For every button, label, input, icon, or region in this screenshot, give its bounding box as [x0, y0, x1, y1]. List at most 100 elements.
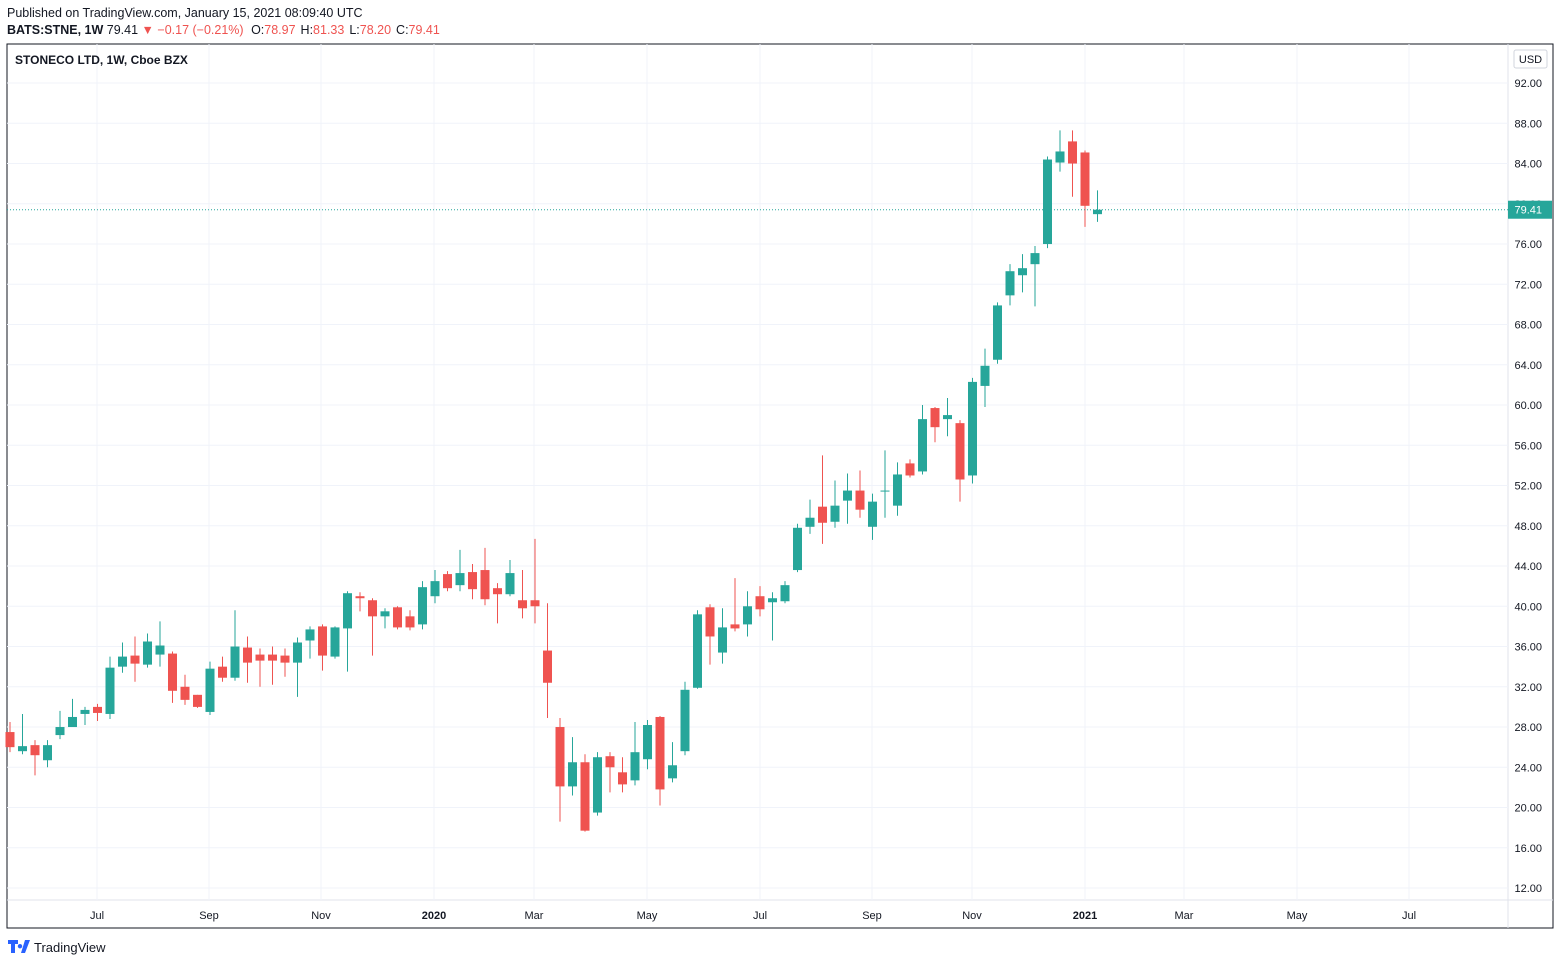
candle-body	[318, 626, 327, 656]
candle-body	[430, 581, 440, 597]
symbol: BATS:STNE, 1W	[7, 23, 103, 37]
last-price-box	[1508, 200, 1552, 219]
x-tick-label: Nov	[311, 910, 331, 922]
candle-body	[243, 647, 252, 663]
arrow: ▼	[142, 23, 154, 37]
x-tick-label: Nov	[962, 910, 982, 922]
candle-body	[405, 616, 415, 628]
candle-body	[955, 423, 965, 480]
candle-body	[1018, 268, 1027, 276]
candle-body	[580, 762, 590, 831]
x-tick-label: Mar	[1175, 910, 1194, 922]
candle-body	[605, 756, 615, 768]
y-tick-label: 92.00	[1514, 78, 1542, 90]
candle-body	[868, 501, 877, 527]
y-tick-label: 88.00	[1514, 118, 1542, 130]
symbol-header: BATS:STNE, 1W 79.41 ▼ −0.17 (−0.21%) O:7…	[7, 23, 440, 37]
x-tick-label: Jul	[1402, 910, 1416, 922]
candle-body	[805, 517, 815, 527]
candle-body	[768, 598, 777, 603]
candle-body	[143, 641, 152, 665]
candle-body	[368, 600, 377, 617]
candle-body	[218, 666, 227, 678]
y-tick-label: 68.00	[1514, 320, 1542, 332]
ohlc-label: O:	[251, 23, 264, 37]
candle-body	[918, 419, 927, 472]
candle-body	[168, 653, 177, 691]
candle-body	[655, 716, 665, 790]
candle-body	[755, 596, 765, 610]
candle-body	[743, 606, 752, 625]
candle-body	[643, 725, 652, 760]
candle-body	[1030, 253, 1040, 265]
candle-body	[693, 614, 702, 688]
candle-body	[280, 655, 290, 663]
candle-body	[418, 587, 427, 625]
grid	[7, 44, 1508, 900]
candles	[5, 130, 1102, 832]
candle-body	[855, 490, 865, 510]
candle-body	[993, 305, 1002, 360]
candle-body	[255, 654, 265, 661]
candle-body	[1043, 159, 1052, 245]
candle-body	[118, 656, 127, 667]
candle-body	[680, 689, 690, 752]
y-tick-label: 20.00	[1514, 803, 1542, 815]
y-tick-label: 56.00	[1514, 440, 1542, 452]
candle-body	[730, 624, 740, 629]
y-tick-label: 40.00	[1514, 601, 1542, 613]
ohlc-value: 78.20	[360, 23, 391, 37]
candle-body	[493, 588, 502, 595]
y-tick-label: 72.00	[1514, 279, 1542, 291]
candle-body	[518, 600, 527, 609]
y-tick-label: 36.00	[1514, 642, 1542, 654]
candle-body	[443, 574, 452, 589]
candle-body	[630, 752, 640, 781]
candle-body	[380, 611, 390, 617]
candle-body	[43, 745, 52, 761]
candle-body	[193, 694, 202, 707]
candle-body	[68, 716, 77, 728]
candle-body	[980, 365, 990, 386]
candle-body	[568, 762, 577, 787]
candle-body	[618, 772, 627, 785]
candle-body	[205, 668, 215, 712]
x-tick-label: Jul	[90, 910, 104, 922]
last: 79.41	[107, 23, 138, 37]
y-tick-label: 64.00	[1514, 360, 1542, 372]
candle-body	[943, 415, 952, 420]
currency-box	[1513, 49, 1548, 69]
candle-body	[30, 745, 40, 756]
logo-icon	[8, 940, 30, 953]
chart-title: STONECO LTD, 1W, Cboe BZX	[15, 53, 188, 67]
candle-body	[555, 727, 565, 787]
candle-body	[268, 654, 277, 661]
footer-logo: TradingView	[8, 940, 106, 955]
x-tick-label: Mar	[525, 910, 544, 922]
y-tick-label: 48.00	[1514, 521, 1542, 533]
candle-body	[355, 596, 365, 599]
ohlc-value: 79.41	[409, 23, 440, 37]
candle-body	[80, 709, 90, 714]
y-tick-label: 12.00	[1514, 883, 1542, 895]
brand: TradingView	[34, 940, 106, 955]
candle-body	[105, 667, 115, 714]
y-tick-label: 84.00	[1514, 159, 1542, 171]
y-tick-label: 16.00	[1514, 843, 1542, 855]
candle-body	[393, 607, 402, 628]
candle-body	[18, 746, 27, 752]
candle-body	[530, 600, 540, 607]
candle-body	[893, 474, 902, 506]
ohlc-value: 78.97	[264, 23, 295, 37]
candle-body	[818, 506, 827, 523]
candle-body	[543, 650, 552, 683]
candle-body	[905, 463, 915, 476]
x-tick-label: 2021	[1073, 910, 1097, 922]
x-tick-label: May	[1287, 910, 1308, 922]
ohlc-value: 81.33	[313, 23, 344, 37]
currency: USD	[1519, 54, 1542, 66]
candle-body	[230, 646, 240, 678]
candle-body	[1005, 271, 1015, 296]
y-tick-label: 76.00	[1514, 239, 1542, 251]
